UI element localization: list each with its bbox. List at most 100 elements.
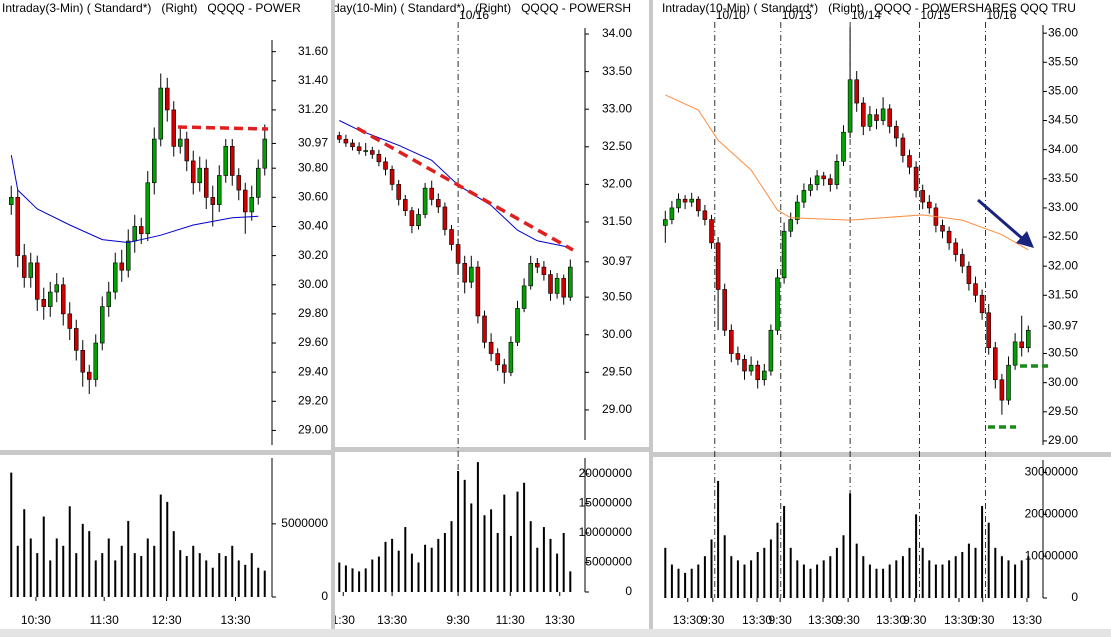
x-tick-label: 9:30 bbox=[768, 613, 792, 627]
candle-body bbox=[993, 347, 998, 381]
volume-bar bbox=[404, 527, 407, 592]
y-tick-label: 34.00 bbox=[602, 26, 632, 40]
x-tick-label: 13:30 bbox=[944, 613, 974, 627]
volume-bar bbox=[49, 560, 52, 597]
resistance-line bbox=[177, 125, 269, 131]
volume-bar bbox=[496, 532, 499, 592]
volume-bar bbox=[42, 516, 45, 597]
x-tick-label: 12:30 bbox=[152, 613, 182, 627]
candle-body bbox=[894, 126, 899, 139]
candle-body bbox=[735, 353, 741, 360]
pane-separator bbox=[0, 450, 331, 455]
x-tick-label: 11:30 bbox=[90, 613, 119, 627]
volume-bar bbox=[868, 564, 871, 598]
volume-bar bbox=[809, 568, 812, 598]
trend-line bbox=[356, 126, 574, 252]
volume-bar bbox=[483, 515, 486, 592]
candle-body bbox=[389, 169, 395, 185]
volume-bar bbox=[410, 553, 413, 592]
volume-bar bbox=[364, 568, 367, 592]
volume-bar bbox=[146, 538, 149, 597]
candle-body bbox=[422, 187, 428, 215]
volume-tick-label: 30000000 bbox=[1025, 465, 1079, 479]
y-tick-label: 32.50 bbox=[602, 139, 632, 153]
x-tick-label: 13:30 bbox=[876, 613, 906, 627]
candle-body bbox=[999, 379, 1005, 401]
volume-bar bbox=[895, 560, 898, 598]
candle-body bbox=[521, 285, 527, 309]
volume-bar bbox=[802, 564, 805, 598]
volume-bar bbox=[75, 553, 78, 597]
candle-body bbox=[337, 135, 342, 140]
x-tick-label: 1:30 bbox=[332, 613, 356, 627]
scrollbar[interactable] bbox=[0, 629, 1111, 637]
y-tick-label: 29.00 bbox=[298, 423, 328, 437]
candle-body bbox=[847, 79, 853, 133]
volume-bar bbox=[981, 506, 984, 598]
candle-body bbox=[861, 102, 866, 127]
volume-bar bbox=[250, 553, 253, 597]
candle-body bbox=[74, 328, 79, 351]
volume-bar bbox=[257, 567, 260, 597]
y-tick-label: 31.20 bbox=[298, 102, 328, 116]
y-tick-label: 29.60 bbox=[298, 335, 328, 349]
volume-bar bbox=[192, 545, 195, 597]
candle-body bbox=[775, 277, 780, 331]
volume-bar bbox=[55, 538, 58, 597]
volume-bar bbox=[490, 509, 493, 592]
candle-body bbox=[475, 266, 481, 317]
candle-body bbox=[722, 289, 727, 331]
candle-body bbox=[1026, 329, 1031, 349]
candle-body bbox=[528, 263, 533, 287]
candle-body bbox=[696, 198, 701, 212]
volume-bar bbox=[703, 556, 706, 598]
volume-bar bbox=[743, 564, 746, 598]
candle-body bbox=[801, 190, 807, 203]
candle-body bbox=[93, 342, 99, 380]
volume-bar bbox=[159, 494, 162, 597]
volume-bar bbox=[908, 547, 911, 598]
volume-bar bbox=[437, 538, 440, 592]
candle-body bbox=[781, 230, 787, 279]
volume-bar bbox=[556, 553, 559, 592]
candle-body bbox=[145, 182, 151, 235]
volume-bar bbox=[769, 539, 772, 598]
volume-tick-label: 0 bbox=[625, 584, 632, 598]
candle-body bbox=[960, 254, 965, 267]
volume-bar bbox=[263, 570, 266, 597]
candle-body bbox=[502, 364, 507, 373]
candle-body bbox=[106, 291, 112, 307]
volume-bar bbox=[503, 494, 506, 592]
candle-body bbox=[907, 155, 912, 168]
candle-body bbox=[255, 167, 261, 198]
candle-body bbox=[669, 207, 675, 220]
panel: day(10-Min) ( Standard*) (Right) QQQQ - … bbox=[332, 1, 633, 627]
candle-body bbox=[132, 226, 138, 242]
volume-bar bbox=[1007, 560, 1010, 598]
volume-bar bbox=[36, 553, 39, 597]
volume-bar bbox=[1014, 564, 1017, 598]
volume-bar bbox=[677, 568, 680, 598]
candle-body bbox=[119, 262, 125, 271]
candle-body bbox=[880, 108, 886, 121]
volume-bar bbox=[450, 521, 453, 592]
volume-bar bbox=[697, 564, 700, 598]
volume-bar bbox=[244, 564, 247, 597]
candle-body bbox=[821, 175, 826, 180]
y-tick-label: 30.97 bbox=[1048, 318, 1078, 332]
volume-tick-label: 20000000 bbox=[579, 466, 633, 480]
candle-body bbox=[21, 255, 27, 278]
candle-body bbox=[715, 242, 721, 290]
volume-bar bbox=[842, 535, 845, 598]
volume-bar bbox=[218, 553, 221, 597]
volume-bar bbox=[849, 493, 852, 598]
chart-title: Intraday(10-Min) ( Standard*) (Right) QQ… bbox=[662, 1, 1076, 15]
volume-tick-label: 0 bbox=[1071, 590, 1078, 604]
volume-bar bbox=[457, 470, 460, 592]
candle-body bbox=[230, 146, 235, 176]
volume-bar bbox=[1020, 560, 1023, 598]
y-tick-label: 32.00 bbox=[602, 177, 632, 191]
x-tick-label: 9:30 bbox=[446, 613, 470, 627]
volume-bar bbox=[1027, 556, 1030, 598]
volume-bar bbox=[536, 547, 539, 592]
